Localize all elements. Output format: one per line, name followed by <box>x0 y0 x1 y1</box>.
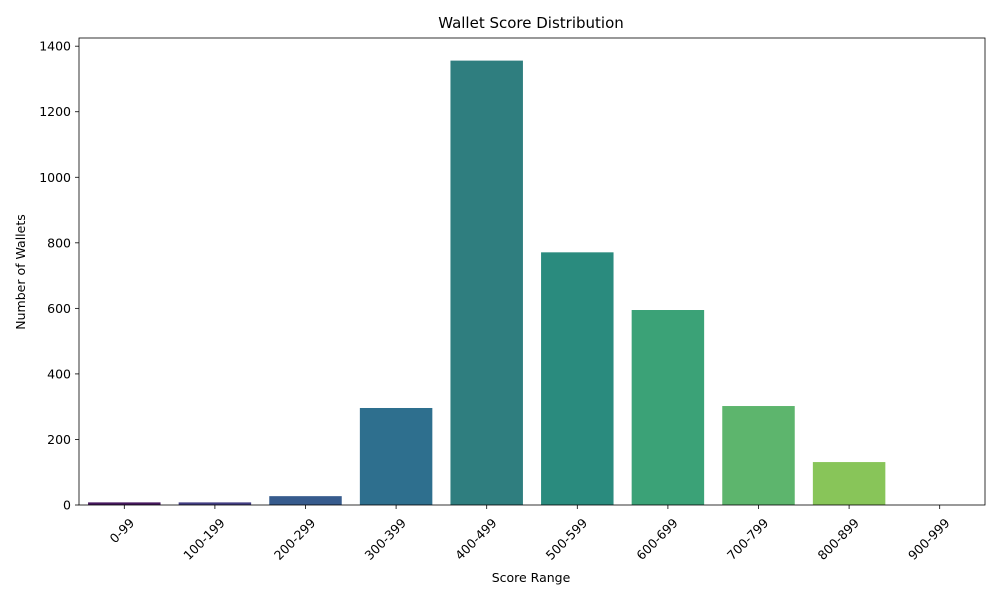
bar-200-299 <box>269 496 342 505</box>
x-tick-label: 400-499 <box>452 515 500 563</box>
x-tick-label: 800-899 <box>814 515 862 563</box>
bar-300-399 <box>359 407 433 505</box>
bar-500-599 <box>541 252 614 505</box>
x-tick-label: 200-299 <box>271 515 319 563</box>
y-tick-label: 1200 <box>39 104 71 119</box>
y-axis-title: Number of Wallets <box>13 214 28 329</box>
y-axis: 0 200 400 600 800 1000 1200 1400 <box>39 39 79 513</box>
y-tick-label: 1000 <box>39 170 71 185</box>
chart-title: Wallet Score Distribution <box>438 14 624 32</box>
bar-100-199 <box>178 502 252 505</box>
bar-600-699 <box>631 310 705 505</box>
x-tick-label: 300-399 <box>361 515 409 563</box>
y-tick-label: 1400 <box>39 39 71 54</box>
x-tick-label: 500-599 <box>543 515 591 563</box>
bar-400-499 <box>450 60 523 505</box>
x-tick-label: 600-699 <box>633 515 681 563</box>
y-tick-label: 200 <box>47 432 71 447</box>
x-tick-label: 100-199 <box>180 515 228 563</box>
y-tick-label: 800 <box>47 235 71 250</box>
x-tick-label: 700-799 <box>724 515 772 563</box>
y-tick-label: 400 <box>47 366 71 381</box>
x-tick-label: 900-999 <box>905 515 953 563</box>
x-axis-title: Score Range <box>492 570 571 585</box>
bars-group <box>88 60 886 505</box>
x-axis: 0-99 100-199 200-299 300-399 400-499 500-599 6… <box>107 505 953 563</box>
y-tick-label: 600 <box>47 301 71 316</box>
bar-700-799 <box>722 406 795 505</box>
bar-800-899 <box>812 462 886 505</box>
plot-frame <box>78 37 986 506</box>
bar-0-99 <box>88 502 161 505</box>
y-tick-label: 0 <box>63 498 71 513</box>
x-tick-label: 0-99 <box>107 515 138 546</box>
